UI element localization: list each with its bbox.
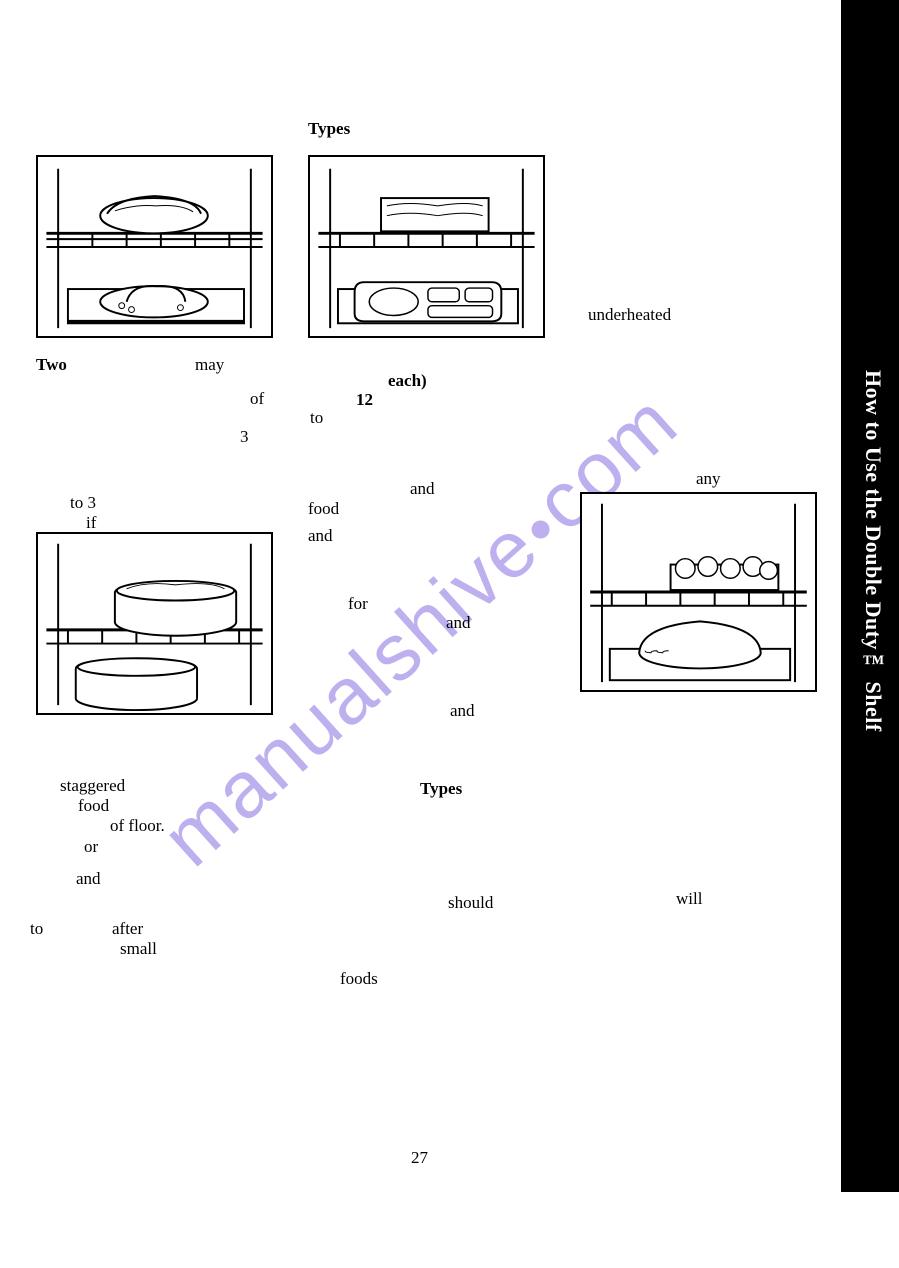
figure-oven-two-dishes [36,155,273,338]
col3-underheated: underheated [588,304,671,326]
col1-small: small [120,938,157,960]
col1-to: to [30,918,43,940]
col1-to3: to 3 [70,492,96,514]
col2-should: should [448,892,493,914]
col2-to: to [310,407,323,429]
document-page: Types [0,0,839,1268]
figure-oven-rolls-pie [580,492,817,692]
col1-staggered: staggered [60,775,125,797]
col2-and4: and [450,700,475,722]
fig1-caption-of: of [250,388,264,410]
col3-will: will [676,888,702,910]
col1-if: if [86,512,96,534]
col2-each: each) [388,370,427,392]
col1-and: and [76,868,101,890]
col2-and1: and [410,478,435,500]
col1-of-floor: of floor. [110,815,165,837]
col1-after: after [112,918,143,940]
figure-oven-staggered [36,532,273,715]
fig1-caption-may: may [195,354,224,376]
col2-for: for [348,593,368,615]
col2-and3: and [446,612,471,634]
heading-types-mid: Types [420,778,462,800]
col3-any: any [696,468,721,490]
fig1-caption-two: Two [36,354,67,376]
figure-oven-tray-dinner [308,155,545,338]
col2-12: 12 [356,389,373,411]
col1-food: food [78,795,109,817]
col2-and2: and [308,525,333,547]
page-number: 27 [0,1148,839,1168]
side-tab-label: How to Use the Double Duty™ Shelf [860,370,886,732]
fig1-caption-3: 3 [240,426,249,448]
col2-foods: foods [340,968,378,990]
heading-types-top: Types [308,118,350,140]
col1-or: or [84,836,98,858]
col2-food: food [308,498,339,520]
